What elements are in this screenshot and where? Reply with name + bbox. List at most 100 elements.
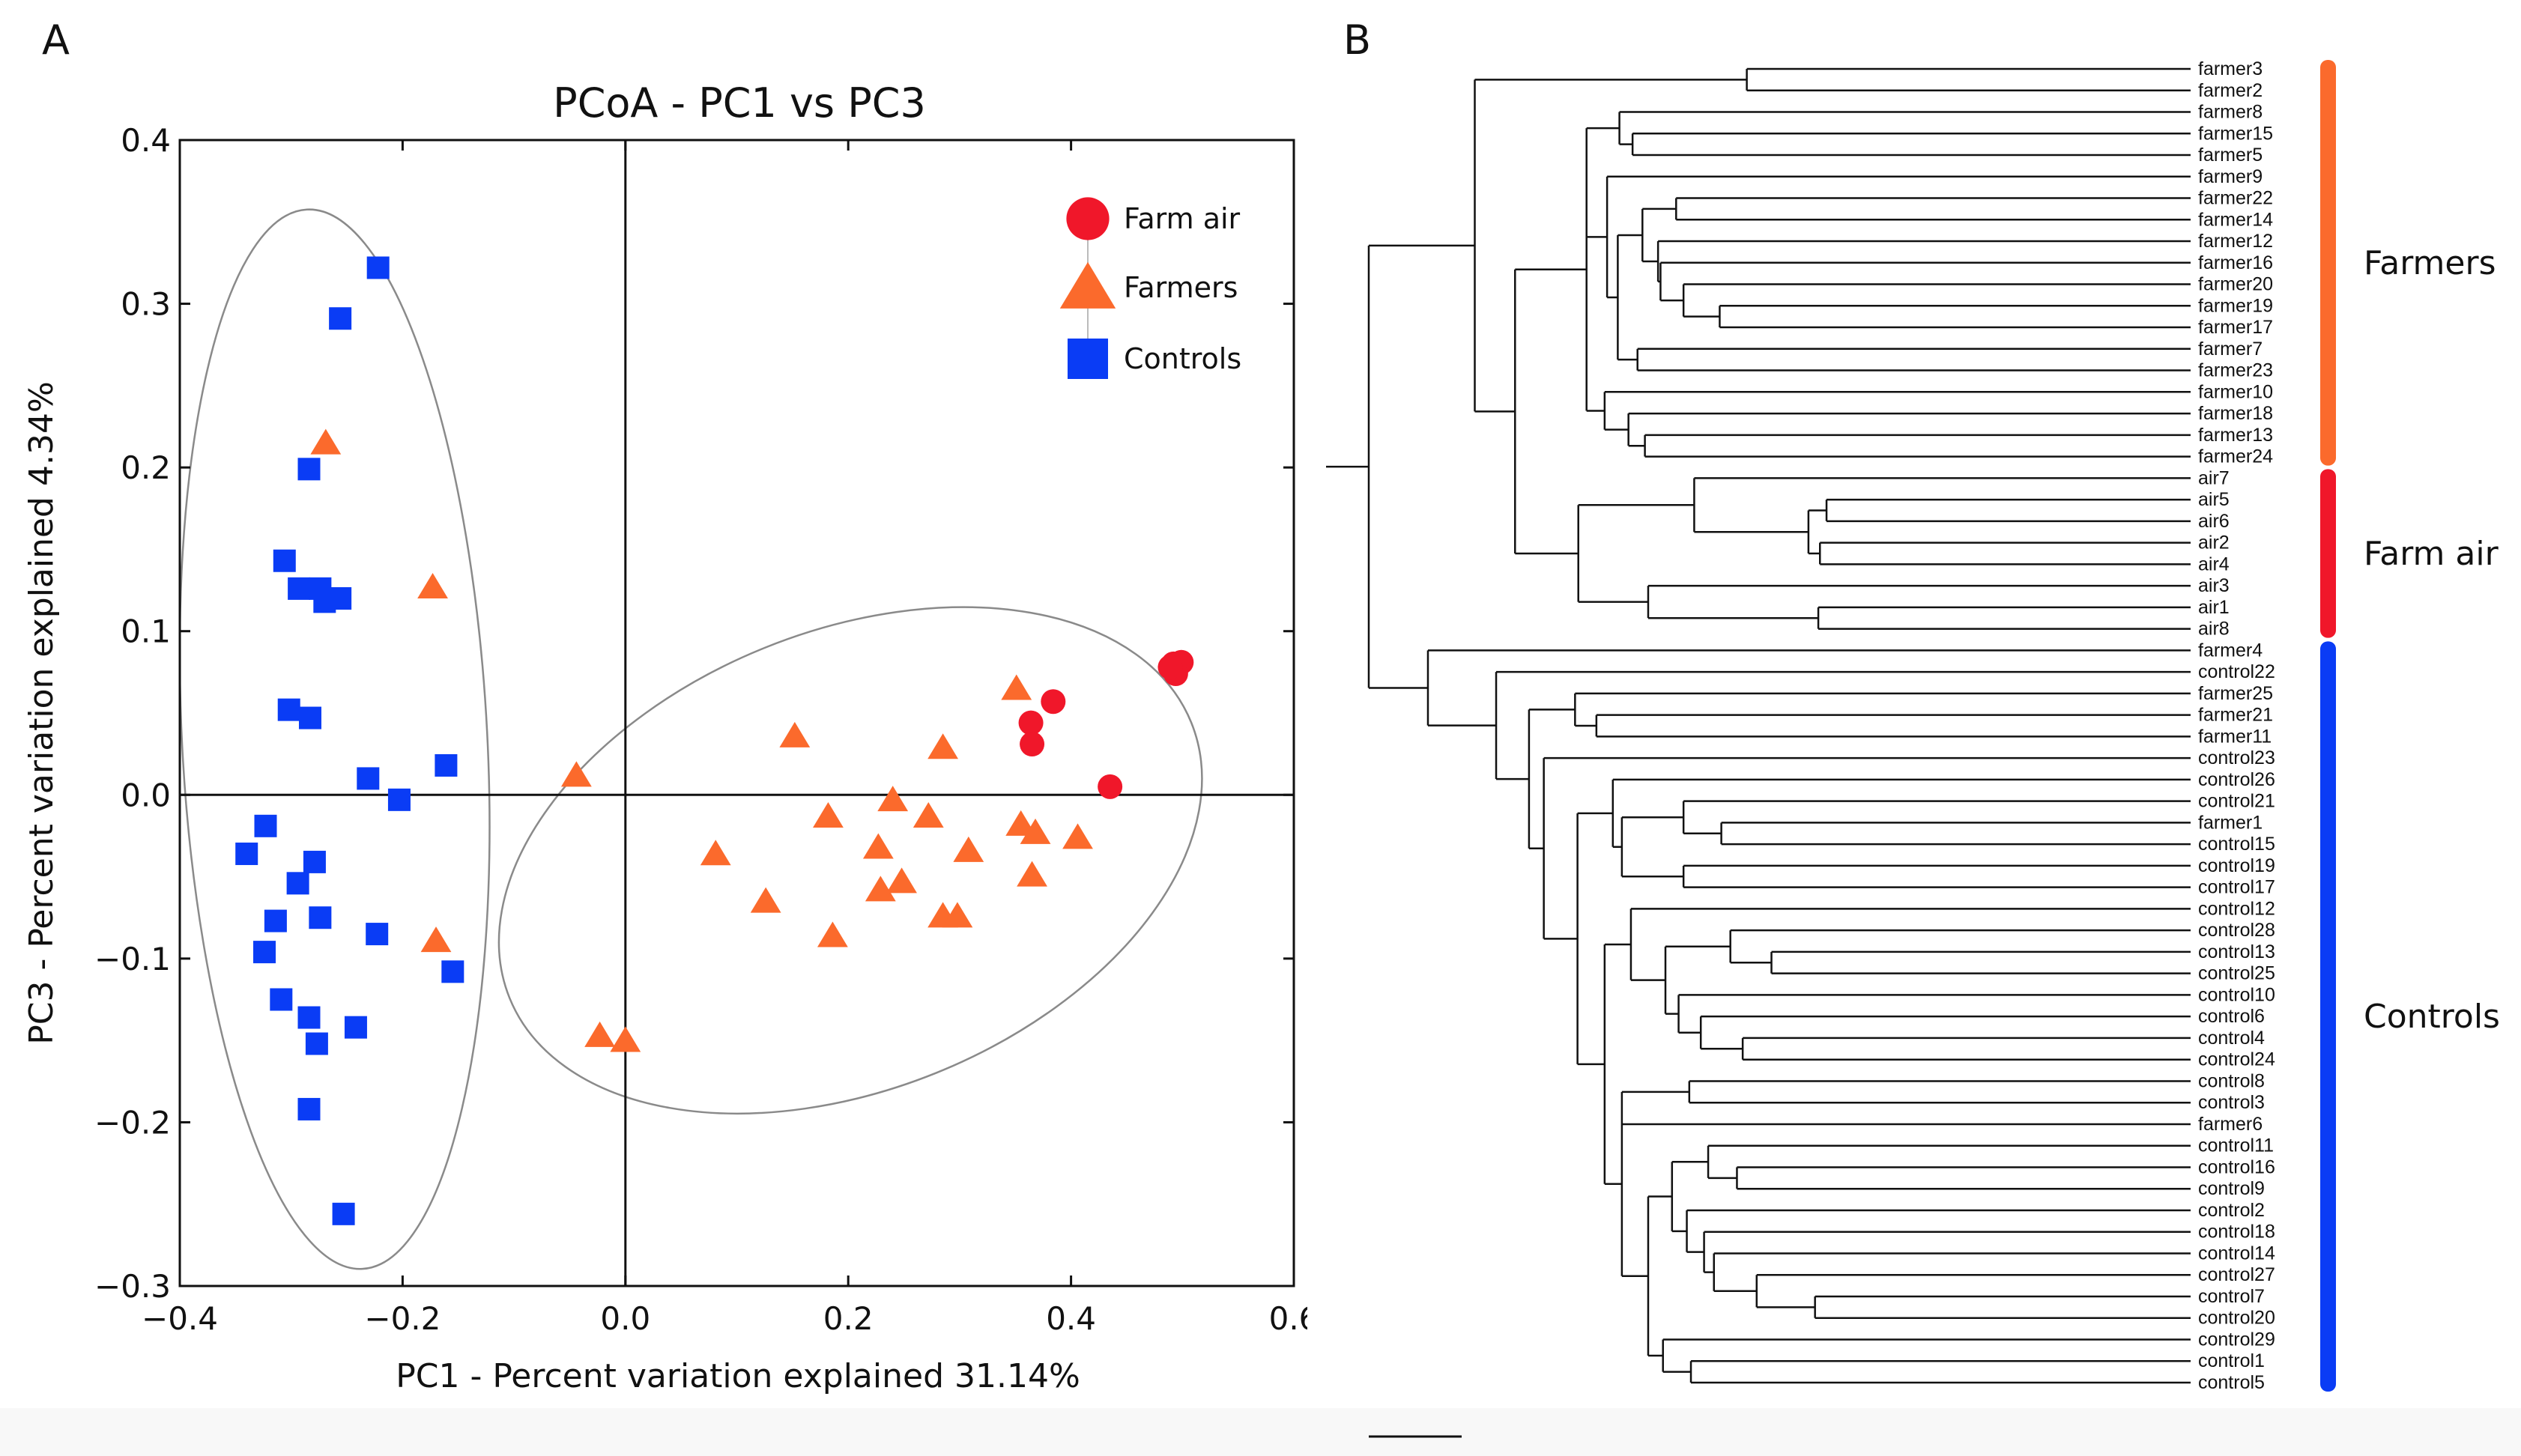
leaf-label: control7 xyxy=(2198,1286,2265,1307)
point-farmers xyxy=(420,926,452,953)
chart-title: PCoA - PC1 vs PC3 xyxy=(553,79,926,127)
leaf-label: farmer11 xyxy=(2198,726,2272,747)
point-controls xyxy=(441,960,464,983)
leaf-label: control11 xyxy=(2198,1135,2274,1156)
leaf-label: farmer23 xyxy=(2198,360,2273,381)
pcoa-panel: A PCoA - PC1 vs PC3 −0.4 −0.2 0.0 0.2 0.4 0.6… xyxy=(22,16,1319,1395)
y-tick-label: 0.0 xyxy=(121,777,171,813)
leaf-label: control14 xyxy=(2198,1243,2275,1264)
leaf-label: control10 xyxy=(2198,984,2275,1005)
point-farmers xyxy=(1017,861,1047,887)
point-controls xyxy=(305,1032,328,1055)
leaf-label: air2 xyxy=(2198,533,2230,553)
leaf-label: farmer20 xyxy=(2198,274,2273,295)
leaf-label: control20 xyxy=(2198,1308,2275,1329)
x-tick-label: 0.6 xyxy=(1269,1300,1319,1337)
legend-label: Farmers xyxy=(1124,271,1238,304)
point-controls xyxy=(309,906,332,929)
panel-label-a: A xyxy=(42,16,70,64)
leaf-label: control17 xyxy=(2198,877,2275,898)
leaf-label: farmer5 xyxy=(2198,145,2263,166)
leaf-label: farmer16 xyxy=(2198,252,2273,273)
leaf-label: control16 xyxy=(2198,1156,2275,1177)
leaf-label: air6 xyxy=(2198,511,2230,532)
leaf-label: farmer7 xyxy=(2198,339,2263,360)
leaf-label: farmer19 xyxy=(2198,295,2273,316)
leaf-label: control1 xyxy=(2198,1350,2265,1371)
y-tick-label: 0.1 xyxy=(121,613,171,650)
point-controls xyxy=(273,549,296,572)
leaf-label: control13 xyxy=(2198,941,2275,962)
point-controls xyxy=(297,1006,321,1029)
point-farmers xyxy=(750,887,781,913)
point-farmers xyxy=(813,802,844,828)
point-controls xyxy=(357,767,380,790)
x-axis-label: PC1 - Percent variation explained 31.14% xyxy=(396,1357,1080,1395)
point-controls xyxy=(253,941,276,964)
point-controls xyxy=(264,909,287,932)
x-tick-label: 0.4 xyxy=(1046,1300,1096,1337)
legend-marker-square xyxy=(1068,339,1108,379)
leaf-label: control19 xyxy=(2198,855,2275,876)
point-controls xyxy=(270,988,293,1011)
leaf-label: farmer21 xyxy=(2198,705,2273,726)
point-controls xyxy=(435,753,458,777)
leaf-label: air8 xyxy=(2198,619,2230,640)
group-label: Controls xyxy=(2364,998,2500,1036)
point-controls xyxy=(288,577,311,600)
leaf-label: air3 xyxy=(2198,575,2230,596)
point-controls xyxy=(303,850,326,873)
y-tick-label: 0.3 xyxy=(121,286,171,323)
point-farm-air xyxy=(1098,774,1123,799)
x-tick-label: 0.0 xyxy=(600,1300,650,1337)
point-controls xyxy=(297,458,321,481)
point-controls xyxy=(277,698,300,721)
leaf-label: air5 xyxy=(2198,489,2230,510)
point-farmers xyxy=(700,840,731,866)
leaf-label: control24 xyxy=(2198,1049,2275,1070)
leaf-label: control27 xyxy=(2198,1264,2275,1285)
point-farmers xyxy=(584,1021,615,1047)
point-controls xyxy=(366,923,389,946)
group-label: Farmers xyxy=(2364,244,2496,282)
legend-label: Controls xyxy=(1124,342,1241,375)
point-controls xyxy=(297,1097,321,1120)
legend-marker-circle xyxy=(1066,197,1110,240)
point-farmers xyxy=(942,902,973,928)
leaf-label: control18 xyxy=(2198,1222,2275,1243)
legend-marker-triangle xyxy=(1059,261,1116,309)
point-controls xyxy=(298,706,321,729)
leaf-label: farmer12 xyxy=(2198,231,2273,252)
leaf-label: farmer22 xyxy=(2198,188,2273,209)
leaf-label: control25 xyxy=(2198,963,2275,984)
y-tick-label: −0.2 xyxy=(94,1104,171,1141)
point-controls xyxy=(387,788,411,811)
leaf-label: farmer15 xyxy=(2198,123,2273,144)
legend: Farm air Farmers Controls xyxy=(1059,197,1241,379)
group-bar xyxy=(2320,641,2336,1392)
confidence-ellipse xyxy=(178,208,491,1270)
point-farmers xyxy=(877,786,909,812)
leaf-label: control4 xyxy=(2198,1028,2265,1049)
point-farm-air xyxy=(1018,710,1044,735)
leaf-label: farmer1 xyxy=(2198,812,2263,833)
x-tick-label: 0.2 xyxy=(823,1300,874,1337)
point-farmers xyxy=(1062,823,1093,849)
leaf-label: farmer18 xyxy=(2198,403,2273,424)
leaf-label: farmer25 xyxy=(2198,683,2273,704)
leaf-label: farmer4 xyxy=(2198,640,2263,661)
point-farm-air xyxy=(1020,732,1045,757)
leaf-label: control28 xyxy=(2198,920,2275,941)
point-farmers xyxy=(886,867,917,894)
point-farmers xyxy=(1001,674,1032,700)
legend-label: Farm air xyxy=(1124,202,1241,235)
point-farmers xyxy=(913,802,944,828)
group-label: Farm air xyxy=(2364,535,2499,573)
x-tick-label: −0.2 xyxy=(364,1300,441,1337)
point-farmers xyxy=(560,761,592,787)
point-farmers xyxy=(927,733,958,759)
point-controls xyxy=(332,1202,355,1225)
point-controls xyxy=(254,814,277,837)
confidence-ellipse xyxy=(497,606,1203,1115)
y-tick-label: −0.1 xyxy=(94,941,171,977)
